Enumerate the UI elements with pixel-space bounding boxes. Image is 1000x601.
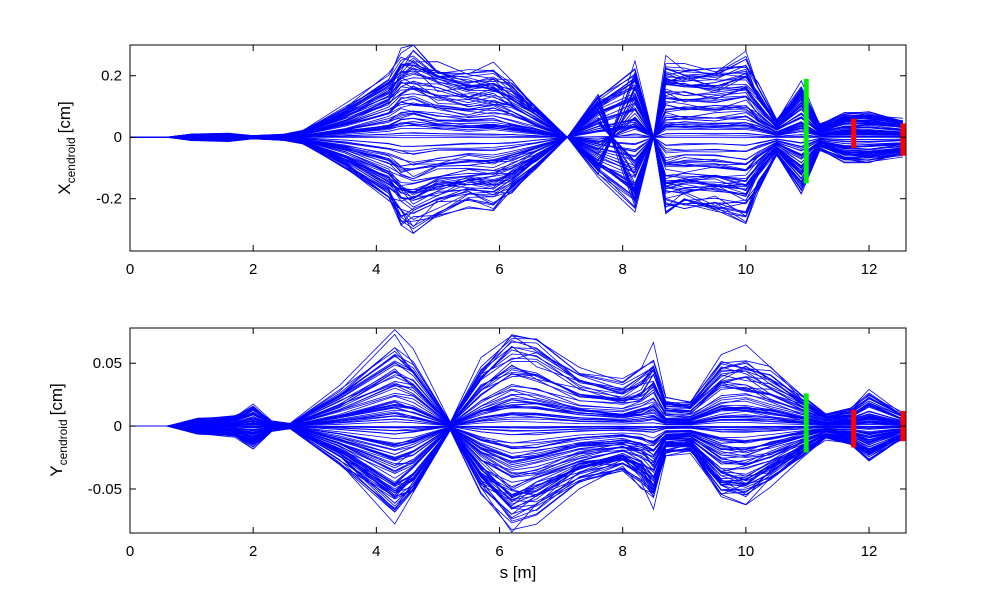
y-axis-label: Xcendroid[cm] [55, 101, 78, 194]
trajectory-line [130, 425, 903, 448]
y-ticks: -0.05 0 0.05 [88, 355, 906, 498]
y-axis-label: Ycendroid[cm] [47, 383, 70, 476]
trajectory-line [130, 425, 903, 432]
trajectory-line [130, 425, 904, 473]
trajectory-line [130, 425, 904, 510]
x-tick-label: 2 [249, 261, 257, 278]
marker-bars [803, 78, 906, 184]
trajectory-line [130, 373, 904, 427]
trajectory-line [130, 406, 903, 427]
x-tick-label: 8 [619, 543, 627, 560]
trajectory-line [130, 112, 903, 138]
x-tick-label: 6 [495, 543, 503, 560]
x-tick-label: 10 [738, 261, 755, 278]
x-axis-label: s [m] [500, 563, 537, 582]
y-ticks: -0.2 0 0.2 [96, 68, 906, 208]
y-tick-label: 0.2 [101, 68, 122, 85]
trajectory-traces [130, 329, 904, 533]
x-tick-label: 4 [372, 261, 380, 278]
trajectory-line [130, 383, 904, 427]
trajectory-line [130, 333, 904, 427]
x-tick-label: 12 [861, 543, 878, 560]
trajectory-line [130, 393, 903, 427]
trajectory-line [130, 136, 903, 180]
trajectory-line [130, 425, 904, 513]
trajectory-line [130, 387, 904, 427]
trajectory-line [130, 132, 903, 140]
x-tick-label: 6 [495, 261, 503, 278]
y-tick-label: 0 [114, 129, 122, 146]
trajectory-line [130, 136, 903, 153]
trajectory-line [130, 425, 904, 509]
trajectory-line [130, 414, 903, 427]
x-ticks: 0 2 4 6 8 10 12 [126, 328, 878, 560]
trajectory-line [130, 385, 904, 427]
trajectory-line [130, 425, 903, 428]
x-tick-label: 8 [619, 261, 627, 278]
y-tick-label: -0.05 [88, 481, 122, 498]
x-tick-label: 0 [126, 261, 134, 278]
trajectory-line [130, 425, 903, 459]
x-tick-label: 4 [372, 543, 380, 560]
x-tick-label: 12 [861, 261, 878, 278]
x-tick-label: 10 [738, 543, 755, 560]
trajectory-traces [130, 44, 904, 234]
x-ticks: 0 2 4 6 8 10 12 [126, 45, 878, 278]
plot-frame [129, 44, 907, 252]
trajectory-line [130, 55, 904, 138]
trajectory-line [130, 425, 904, 488]
trajectory-line [130, 425, 904, 507]
trajectory-line [130, 425, 903, 454]
trajectory-line [130, 334, 904, 427]
x-tick-label: 2 [249, 543, 257, 560]
x-centroid-panel: 0 2 4 6 8 10 12 -0.2 0 0.2 Xcendroid[cm] [55, 44, 907, 278]
trajectory-line [130, 360, 904, 427]
y-centroid-panel: 0 2 4 6 8 10 12 -0.05 0 0.05 Ycendroid[cm] s [m] [47, 327, 907, 582]
trajectory-line [130, 364, 904, 427]
x-tick-label: 0 [126, 543, 134, 560]
y-tick-label: 0.05 [93, 355, 122, 372]
trajectory-line [130, 425, 904, 525]
trajectory-line [130, 399, 903, 427]
trajectory-line [130, 425, 904, 469]
trajectory-line [130, 425, 903, 463]
y-tick-label: 0 [114, 418, 122, 435]
y-tick-label: -0.2 [96, 191, 122, 208]
trajectory-line [130, 135, 903, 198]
trajectory-line [130, 420, 903, 427]
